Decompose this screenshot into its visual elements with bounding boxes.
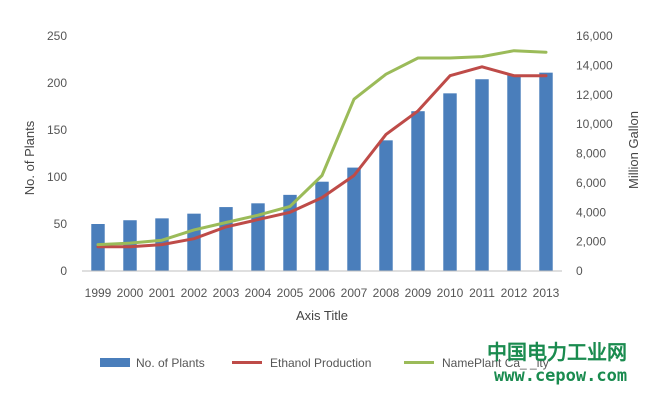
x-axis-title: Axis Title — [296, 308, 348, 323]
bar-plants — [475, 79, 489, 272]
bar-plants — [187, 213, 201, 271]
right-tick-label: 6,000 — [576, 176, 606, 190]
left-tick-label: 150 — [47, 123, 67, 137]
bar-plants — [347, 167, 361, 271]
legend-label-plants: No. of Plants — [136, 356, 205, 370]
x-tick-label: 1999 — [85, 286, 112, 300]
left-tick-label: 50 — [54, 217, 68, 231]
x-tick-label: 2010 — [437, 286, 464, 300]
right-tick-label: 0 — [576, 264, 583, 278]
right-axis-ticks: 0 2,000 4,000 6,000 8,000 10,000 12,000 14,000 1… — [576, 29, 613, 278]
legend-label-ethanol: Ethanol Production — [270, 356, 371, 370]
bar-plants — [219, 207, 233, 271]
bar-plants — [315, 181, 329, 271]
bar-plants — [507, 74, 521, 271]
x-tick-label: 2006 — [309, 286, 336, 300]
left-tick-label: 0 — [60, 264, 67, 278]
x-tick-label: 2011 — [469, 286, 495, 300]
right-tick-label: 2,000 — [576, 235, 606, 249]
bar-series-group — [91, 72, 553, 272]
watermark-chinese: 中国电力工业网 — [487, 340, 627, 364]
legend-label-capacity: NamePlant Ca_ _ity — [442, 356, 549, 370]
bar-plants — [443, 93, 457, 271]
line-ethanol-production — [96, 65, 548, 249]
right-tick-label: 12,000 — [576, 88, 613, 102]
legend-swatch-plants — [100, 358, 130, 367]
x-tick-label: 2008 — [373, 286, 400, 300]
bar-plants — [411, 111, 425, 271]
watermark: 中国电力工业网 www.cepow.com — [487, 340, 627, 386]
x-tick-label: 2012 — [501, 286, 528, 300]
x-tick-label: 2004 — [245, 286, 272, 300]
right-tick-label: 4,000 — [576, 205, 606, 219]
left-tick-label: 200 — [47, 76, 67, 90]
x-tick-label: 2007 — [341, 286, 368, 300]
right-tick-label: 10,000 — [576, 117, 613, 131]
line-nameplate-capacity — [96, 49, 548, 247]
right-axis-title: Million Gallon — [626, 111, 641, 189]
x-tick-label: 2005 — [277, 286, 304, 300]
left-axis-title: No. of Plants — [22, 120, 37, 195]
right-tick-label: 8,000 — [576, 147, 606, 161]
left-axis-ticks: 0 50 100 150 200 250 — [47, 29, 67, 278]
right-tick-label: 14,000 — [576, 58, 613, 72]
x-tick-label: 2002 — [181, 286, 208, 300]
left-tick-label: 250 — [47, 29, 67, 43]
x-tick-label: 2001 — [149, 286, 176, 300]
x-tick-label: 2013 — [533, 286, 560, 300]
right-tick-label: 16,000 — [576, 29, 613, 43]
x-tick-label: 2000 — [117, 286, 144, 300]
x-tick-label: 2009 — [405, 286, 432, 300]
x-tick-label: 2003 — [213, 286, 240, 300]
bar-plants — [379, 140, 393, 271]
legend: No. of Plants Ethanol Production NamePla… — [100, 356, 549, 370]
watermark-url: www.cepow.com — [494, 366, 627, 386]
bar-plants — [539, 72, 553, 271]
line-series-group — [96, 49, 548, 249]
x-axis-ticks: 1999 2000 2001 2002 2003 2004 2005 2006 2007 2008… — [85, 286, 560, 300]
left-tick-label: 100 — [47, 170, 67, 184]
